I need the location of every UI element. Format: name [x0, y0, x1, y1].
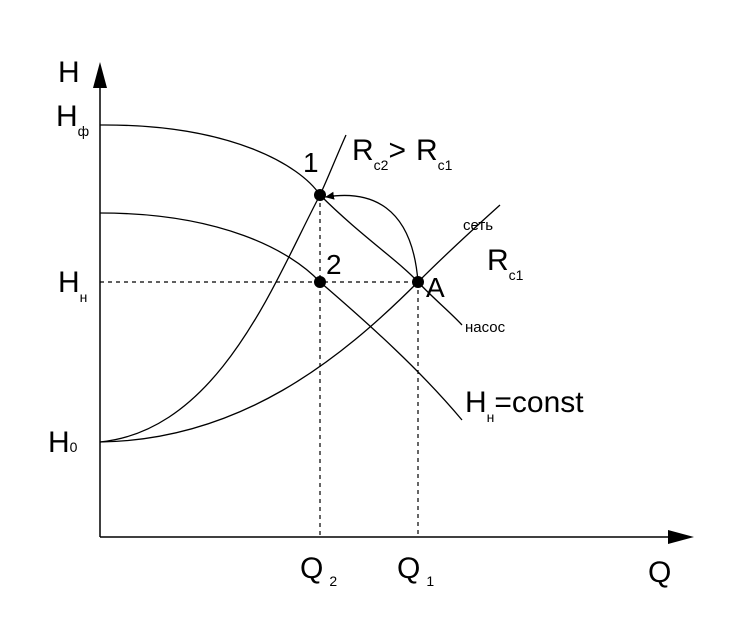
h-label: Hн — [58, 266, 87, 305]
h-label: H0 — [48, 426, 78, 459]
label-sub: н — [80, 289, 88, 305]
const-label: Hн=const — [465, 386, 584, 425]
pump-label: насос — [465, 319, 506, 336]
label-sub: 0 — [70, 439, 78, 455]
y-arrow — [93, 62, 107, 88]
comparison-label: Rc2> Rc1 — [352, 134, 453, 173]
label-main: R — [416, 134, 438, 167]
label-sub: c1 — [509, 267, 524, 283]
label-main: H — [56, 100, 78, 133]
rc1-label: Rc1 — [487, 244, 524, 283]
x-axis-label: Q — [648, 556, 671, 589]
label-sub: 1 — [426, 573, 434, 589]
label-main: Q — [397, 552, 420, 585]
label-main: H — [465, 386, 487, 419]
network-curve-steep — [99, 134, 347, 443]
network-curve — [99, 204, 501, 443]
point — [314, 189, 326, 201]
pump-curve-reduced — [99, 212, 463, 421]
point — [314, 276, 326, 288]
label-op: > — [388, 134, 406, 167]
point-label: A — [426, 272, 445, 303]
pump-curve — [99, 124, 463, 326]
network-label: сеть — [463, 217, 493, 234]
label-main: Q — [300, 552, 323, 585]
label-main: R — [352, 134, 374, 167]
transition-arc — [325, 191, 419, 283]
point — [412, 276, 424, 288]
label-main: H — [48, 426, 70, 459]
h-label: Hф — [56, 100, 89, 139]
label-main: R — [487, 244, 509, 277]
x-arrow — [668, 530, 694, 544]
point-label: 1 — [303, 147, 319, 178]
label-sub: c2 — [374, 157, 389, 173]
label-sub: ф — [78, 123, 90, 139]
label-sub: c1 — [438, 157, 453, 173]
label-main: H — [58, 266, 80, 299]
label-sub: 2 — [329, 573, 337, 589]
point-label: 2 — [326, 249, 342, 280]
label-sub: н — [487, 409, 495, 425]
y-axis-label: H — [58, 56, 80, 89]
label-rest: =const — [494, 386, 584, 419]
